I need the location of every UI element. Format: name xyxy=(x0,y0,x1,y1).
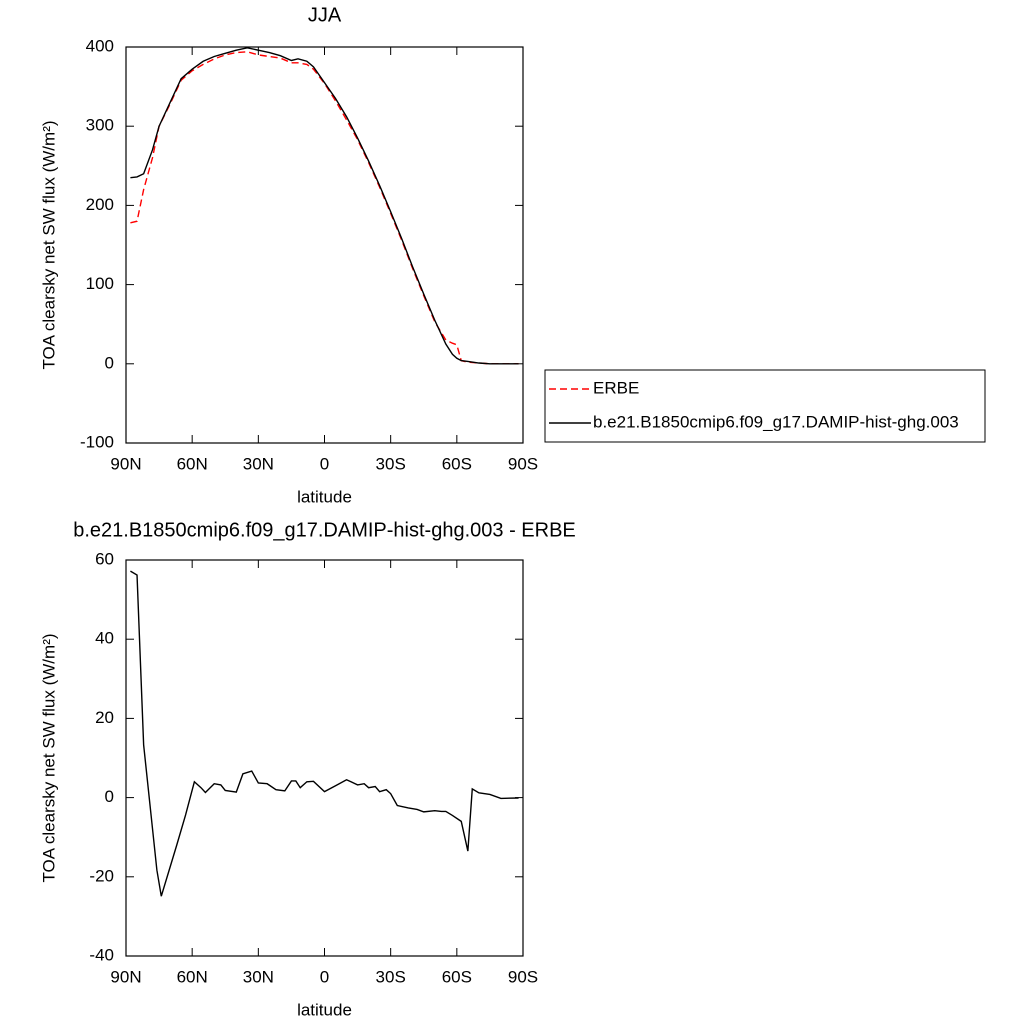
y-axis-label: TOA clearsky net SW flux (W/m²) xyxy=(39,120,58,369)
y-axis-label: TOA clearsky net SW flux (W/m²) xyxy=(39,633,58,882)
y-tick-label: 0 xyxy=(105,353,114,372)
x-tick-label: 0 xyxy=(320,454,329,473)
x-axis-label: latitude xyxy=(297,487,352,506)
chart-title: JJA xyxy=(308,4,342,26)
x-tick-label: 60N xyxy=(177,454,208,473)
y-tick-label: -40 xyxy=(89,945,114,964)
x-axis-label: latitude xyxy=(297,1000,352,1019)
x-tick-label: 90S xyxy=(508,967,538,986)
plot-frame xyxy=(125,559,524,957)
data-line xyxy=(130,570,519,897)
legend-box xyxy=(544,369,986,443)
y-tick-label: 0 xyxy=(105,787,114,806)
x-tick-label: 0 xyxy=(320,967,329,986)
legend-label: b.e21.B1850cmip6.f09_g17.DAMIP-hist-ghg.… xyxy=(593,412,959,431)
y-tick-label: 100 xyxy=(86,274,114,293)
x-tick-label: 30S xyxy=(376,454,406,473)
y-tick-label: 200 xyxy=(86,195,114,214)
x-tick-label: 90N xyxy=(110,454,141,473)
x-tick-label: 60N xyxy=(177,967,208,986)
y-tick-label: 60 xyxy=(95,549,114,568)
x-tick-label: 90S xyxy=(508,454,538,473)
x-tick-label: 60S xyxy=(442,967,472,986)
y-tick-label: 300 xyxy=(86,116,114,135)
y-tick-label: 400 xyxy=(86,36,114,55)
y-tick-label: 40 xyxy=(95,629,114,648)
y-tick-label: -20 xyxy=(89,866,114,885)
x-tick-label: 60S xyxy=(442,454,472,473)
legend-label: ERBE xyxy=(593,378,639,397)
x-tick-label: 30N xyxy=(243,454,274,473)
x-tick-label: 30S xyxy=(376,967,406,986)
plot-frame xyxy=(125,46,524,444)
data-line xyxy=(130,47,519,365)
y-tick-label: 20 xyxy=(95,708,114,727)
x-tick-label: 30N xyxy=(243,967,274,986)
data-line xyxy=(130,51,519,365)
x-tick-label: 90N xyxy=(110,967,141,986)
y-tick-label: -100 xyxy=(80,432,114,451)
chart-title: b.e21.B1850cmip6.f09_g17.DAMIP-hist-ghg.… xyxy=(73,519,576,541)
